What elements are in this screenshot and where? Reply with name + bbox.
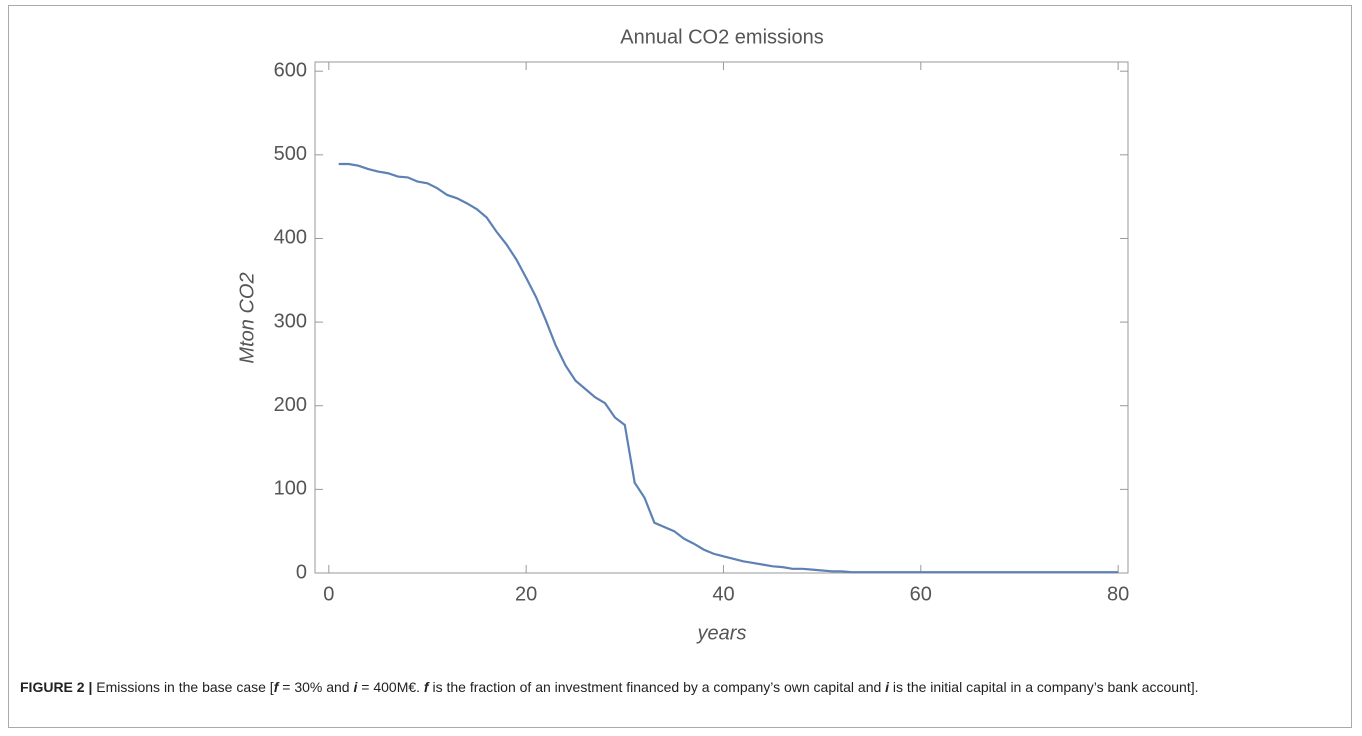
x-tick-label: 60 bbox=[910, 583, 932, 605]
x-axis-label: years bbox=[696, 622, 747, 644]
x-tick-label: 80 bbox=[1107, 583, 1129, 605]
chart-title: Annual CO2 emissions bbox=[620, 26, 823, 48]
caption: FIGURE 2 | Emissions in the base case [f… bbox=[20, 676, 1340, 698]
caption-text: f bbox=[273, 679, 279, 695]
caption-text: i bbox=[885, 679, 890, 695]
y-tick-label: 300 bbox=[274, 310, 307, 332]
x-tick-label: 0 bbox=[323, 583, 334, 605]
y-tick-label: 400 bbox=[274, 227, 307, 249]
y-axis-label: Mton CO2 bbox=[236, 272, 258, 363]
caption-text: = 30% and bbox=[278, 679, 354, 695]
caption-text: FIGURE 2 | bbox=[20, 679, 93, 695]
x-tick-label: 40 bbox=[712, 583, 734, 605]
caption-text: is the fraction of an investment finance… bbox=[428, 679, 886, 695]
caption-text: i bbox=[353, 679, 358, 695]
caption-text: Emissions in the base case [ bbox=[92, 679, 274, 695]
x-tick-label: 20 bbox=[515, 583, 537, 605]
chart: Annual CO2 emissions years Mton CO2 0 20 4… bbox=[236, 26, 1129, 644]
caption-text: f bbox=[423, 679, 429, 695]
y-tick-label: 600 bbox=[274, 59, 307, 81]
data-line bbox=[338, 162, 1119, 574]
figure-frame bbox=[8, 5, 1352, 728]
y-tick-label: 100 bbox=[274, 478, 307, 500]
caption-text: is the initial capital in a company’s ba… bbox=[889, 679, 1199, 695]
y-tick-label: 200 bbox=[274, 394, 307, 416]
y-tick-label: 500 bbox=[274, 143, 307, 165]
caption-text: = 400M€. bbox=[357, 679, 424, 695]
y-tick-label: 0 bbox=[296, 561, 307, 583]
plot-frame bbox=[314, 61, 1129, 574]
